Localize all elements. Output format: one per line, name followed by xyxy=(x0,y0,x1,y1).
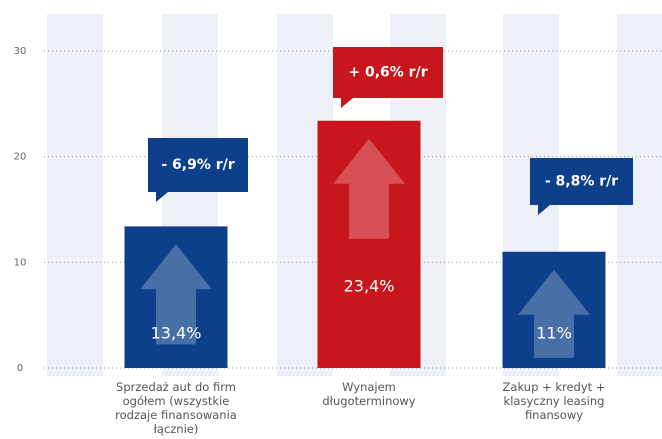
value-label: 11% xyxy=(536,324,572,343)
y-tick-label: 30 xyxy=(14,46,27,57)
bar-arrow xyxy=(518,269,590,358)
y-tick-label: 10 xyxy=(14,257,27,268)
x-tick-label: Sprzedaż aut do firm ogółem (wszystkie r… xyxy=(115,380,237,436)
value-label: 13,4% xyxy=(151,324,202,343)
bar-arrow xyxy=(333,138,405,239)
bar xyxy=(502,251,606,368)
bar xyxy=(317,120,421,369)
x-tick-label: Wynajem długoterminowy xyxy=(322,380,416,408)
y-tick-label: 0 xyxy=(17,363,23,374)
category-label-box: Sprzedaż aut do firm ogółem (wszystkie r… xyxy=(115,380,237,436)
callout-box xyxy=(333,47,443,108)
value-label: 23,4% xyxy=(344,277,395,296)
callout-box xyxy=(530,158,633,215)
y-tick-label: 20 xyxy=(14,152,27,163)
callout-label: - 8,8% r/r xyxy=(545,174,618,190)
x-tick-label: Zakup + kredyt + klasyczny leasing finan… xyxy=(502,380,606,422)
bar-arrow xyxy=(140,244,212,345)
bar xyxy=(124,226,228,368)
category-label-box: Zakup + kredyt + klasyczny leasing finan… xyxy=(502,380,606,422)
callout-box xyxy=(148,138,248,202)
callout-label: + 0,6% r/r xyxy=(348,65,427,81)
category-label-box: Wynajem długoterminowy xyxy=(322,380,416,408)
callout-label: - 6,9% r/r xyxy=(161,157,234,173)
